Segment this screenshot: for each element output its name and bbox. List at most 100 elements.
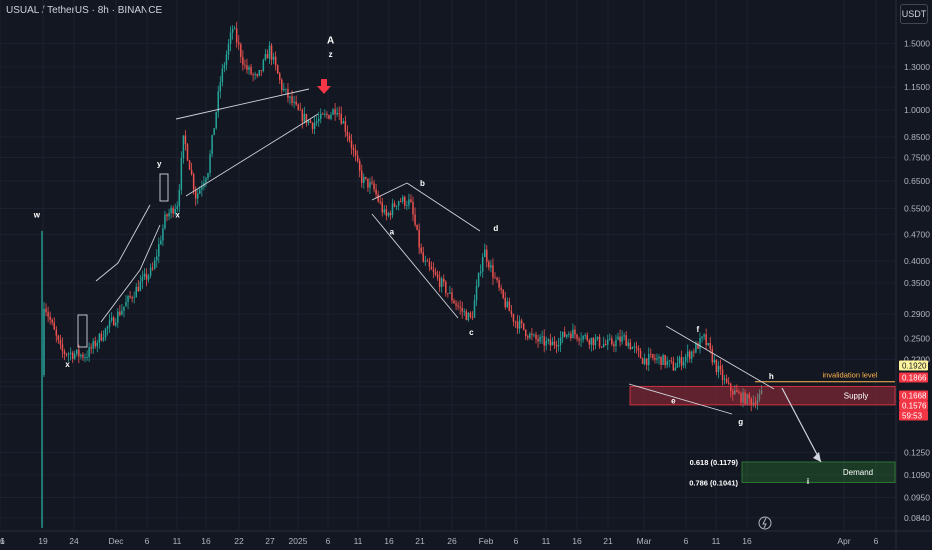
candle-body	[422, 252, 424, 262]
candle-body	[629, 342, 632, 350]
candle-body	[227, 43, 230, 55]
candle-body	[740, 393, 742, 403]
wave-label: g	[738, 418, 743, 427]
candle-body	[219, 82, 222, 92]
candle-body	[84, 357, 86, 359]
candle-body	[143, 273, 146, 277]
candle-body	[543, 336, 545, 346]
candle-body	[506, 301, 509, 308]
candle-body	[760, 390, 763, 395]
candle-body	[736, 390, 738, 393]
candle-body	[192, 174, 195, 190]
x-tick-label: 22	[234, 536, 244, 546]
candle-body	[305, 113, 308, 124]
wave-label: b	[420, 179, 425, 188]
candle-body	[291, 96, 293, 103]
candle-body	[584, 335, 586, 337]
candle-body	[406, 205, 408, 207]
candle-body	[686, 351, 689, 357]
candle-body	[94, 341, 96, 347]
candle-body	[711, 348, 714, 363]
candle-body	[104, 328, 107, 338]
candle-body	[631, 347, 634, 350]
price-badge-text: 0.1920	[902, 362, 927, 371]
candle-body	[627, 342, 629, 346]
candle-body	[549, 339, 552, 346]
trend-line	[95, 262, 119, 282]
candle-body	[330, 114, 332, 119]
candle-body	[412, 201, 414, 215]
candle-body	[527, 336, 529, 338]
currency-button[interactable]: USDT	[900, 4, 928, 24]
x-tick-label: 6	[684, 536, 689, 546]
candle-body	[149, 267, 152, 276]
candle-body	[194, 189, 197, 199]
x-tick-label: Feb	[479, 536, 494, 546]
candle-body	[689, 351, 691, 359]
x-tick-label: Dec	[108, 536, 124, 546]
zones: Supply Demand invalidation level 0.618 (0.1…	[629, 371, 896, 487]
candle-body	[391, 203, 394, 216]
flash-icon-glyph	[762, 517, 767, 529]
x-tick-label: 21	[415, 536, 425, 546]
candle-body	[47, 312, 49, 317]
candle-body	[586, 335, 588, 341]
y-tick-label: 0.0950	[904, 493, 930, 503]
candle-body	[717, 365, 720, 373]
candle-body	[176, 206, 178, 210]
candle-body	[623, 335, 625, 337]
forecast-arrow-head	[813, 452, 821, 462]
candle-body	[662, 355, 664, 365]
y-tick-label: 0.4000	[904, 256, 930, 266]
price-badge	[899, 390, 928, 401]
candle-body	[272, 56, 275, 60]
candle-body	[63, 351, 66, 354]
candle-body	[633, 346, 636, 348]
candle-body	[467, 312, 470, 321]
candle-body	[445, 281, 447, 294]
candle-body	[703, 334, 705, 337]
candle-body	[758, 394, 761, 400]
candle-body	[127, 296, 129, 302]
candle-body	[166, 214, 168, 217]
candle-body	[338, 113, 340, 114]
candle-body	[488, 261, 490, 268]
candle-body	[80, 354, 82, 357]
candle-body	[484, 249, 486, 258]
candle-body	[260, 70, 263, 71]
candle-body	[246, 65, 248, 70]
candle-body	[486, 249, 488, 262]
candle-body	[658, 356, 660, 359]
candle-body	[463, 311, 465, 313]
candle-body	[145, 273, 148, 280]
candle-body	[336, 113, 338, 115]
candle-body	[498, 280, 500, 288]
trend-line	[665, 325, 775, 390]
candle-body	[170, 207, 172, 213]
time-axis[interactable]: 1924Dec6111622272025611162126Feb6111621M…	[0, 536, 879, 546]
candle-body	[49, 316, 51, 320]
candle-body	[363, 177, 365, 183]
x-tick-label: 6	[514, 536, 519, 546]
candle-body	[387, 212, 390, 216]
candle-body	[188, 160, 191, 170]
x-tick-label: 16	[742, 536, 752, 546]
candle-body	[668, 360, 670, 362]
candle-body	[580, 339, 582, 341]
candle-body	[695, 343, 697, 353]
candle-body	[215, 112, 217, 129]
y-tick-label: 0.1090	[904, 470, 930, 480]
candle-body	[348, 135, 351, 141]
candle-body	[289, 96, 291, 98]
candle-body	[160, 240, 162, 245]
candle-body	[274, 56, 277, 66]
candle-body	[334, 109, 336, 115]
candle-body	[88, 347, 90, 358]
candle-body	[607, 339, 609, 345]
candle-body	[723, 378, 726, 380]
candle-body	[619, 336, 621, 342]
candle-body	[256, 74, 258, 76]
wave-label: x	[175, 211, 180, 220]
price-axis[interactable]: 1.5000 1.3000 1.1500 1.0000 0.8500 0.7500 0.65…	[904, 38, 930, 522]
